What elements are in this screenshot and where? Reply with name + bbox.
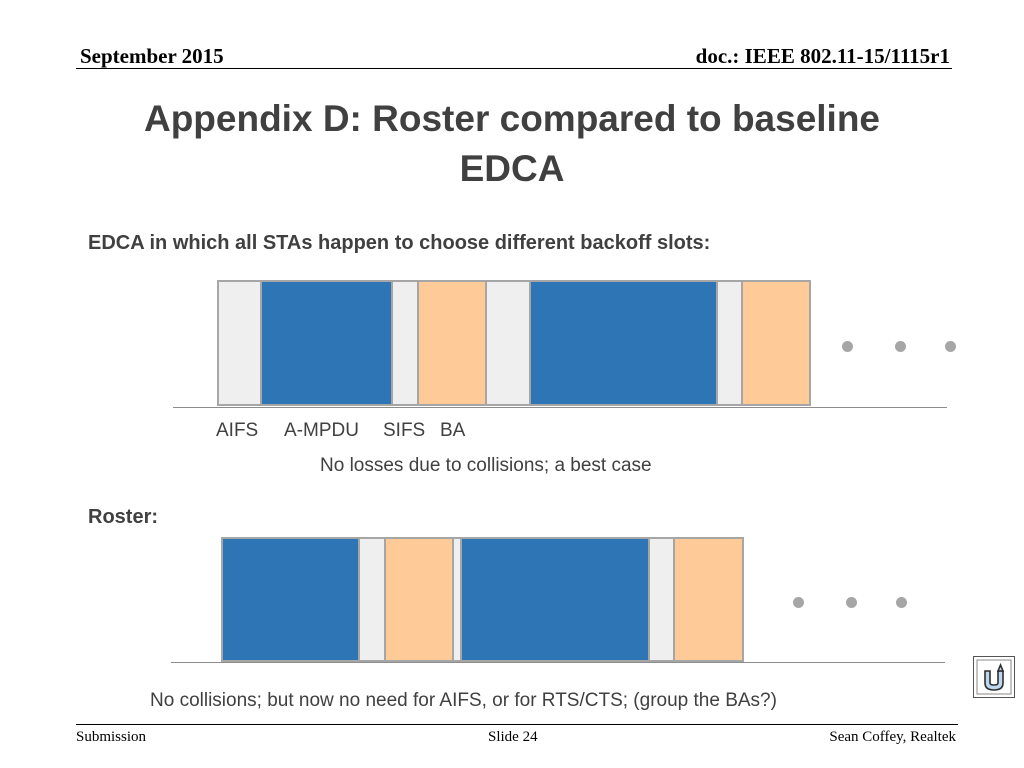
edca-ellipsis-dot <box>842 341 853 352</box>
roster-sifs-block-2 <box>648 537 675 662</box>
return-arrow-icon <box>976 659 1012 695</box>
roster-sifs-block-1 <box>358 537 386 662</box>
roster-ellipsis-dot <box>846 597 857 608</box>
edca-ba-block-2 <box>741 280 811 406</box>
edca-sifs-block-1 <box>391 280 419 406</box>
label-sifs: SIFS <box>383 420 426 441</box>
roster-ba-block-1 <box>384 537 454 662</box>
edca-caption: No losses due to collisions; a best case <box>320 455 652 476</box>
roster-heading: Roster: <box>88 506 159 528</box>
roster-time-axis <box>171 662 945 663</box>
footer-author: Sean Coffey, Realtek <box>829 729 956 745</box>
return-button[interactable] <box>973 656 1015 698</box>
edca-ampdu-block-2 <box>529 280 718 406</box>
roster-caption: No collisions; but now no need for AIFS,… <box>150 690 777 711</box>
edca-ampdu-block-1 <box>260 280 393 406</box>
label-aifs: AIFS <box>216 420 259 441</box>
slide-title-line-2: EDCA <box>459 148 565 189</box>
roster-ampdu-block-1 <box>221 537 360 662</box>
label-ampdu: A-MPDU <box>284 420 359 441</box>
label-ba: BA <box>440 420 466 441</box>
roster-ellipsis-dot <box>793 597 804 608</box>
slide-title: Appendix D: Roster compared to baseline … <box>60 94 964 194</box>
slide-title-line-1: Appendix D: Roster compared to baseline <box>143 98 881 139</box>
roster-ba-block-2 <box>673 537 744 662</box>
edca-ba-block-1 <box>417 280 487 406</box>
footer-slide-number: Slide 24 <box>488 729 538 745</box>
header-doc-id: doc.: IEEE 802.11-15/1115r1 <box>695 44 950 68</box>
edca-sifs-block-2 <box>716 280 743 406</box>
footer-divider <box>76 724 958 725</box>
edca-ellipsis-dot <box>895 341 906 352</box>
edca-aifs-block-2 <box>485 280 531 406</box>
header-divider <box>76 68 952 69</box>
edca-time-axis <box>173 407 947 408</box>
roster-ampdu-block-2 <box>460 537 650 662</box>
edca-ellipsis-dot <box>945 341 956 352</box>
edca-aifs-block-1 <box>217 280 262 406</box>
roster-ellipsis-dot <box>896 597 907 608</box>
footer-submission: Submission <box>76 729 147 745</box>
edca-heading: EDCA in which all STAs happen to choose … <box>88 232 711 254</box>
header-date: September 2015 <box>80 44 224 68</box>
